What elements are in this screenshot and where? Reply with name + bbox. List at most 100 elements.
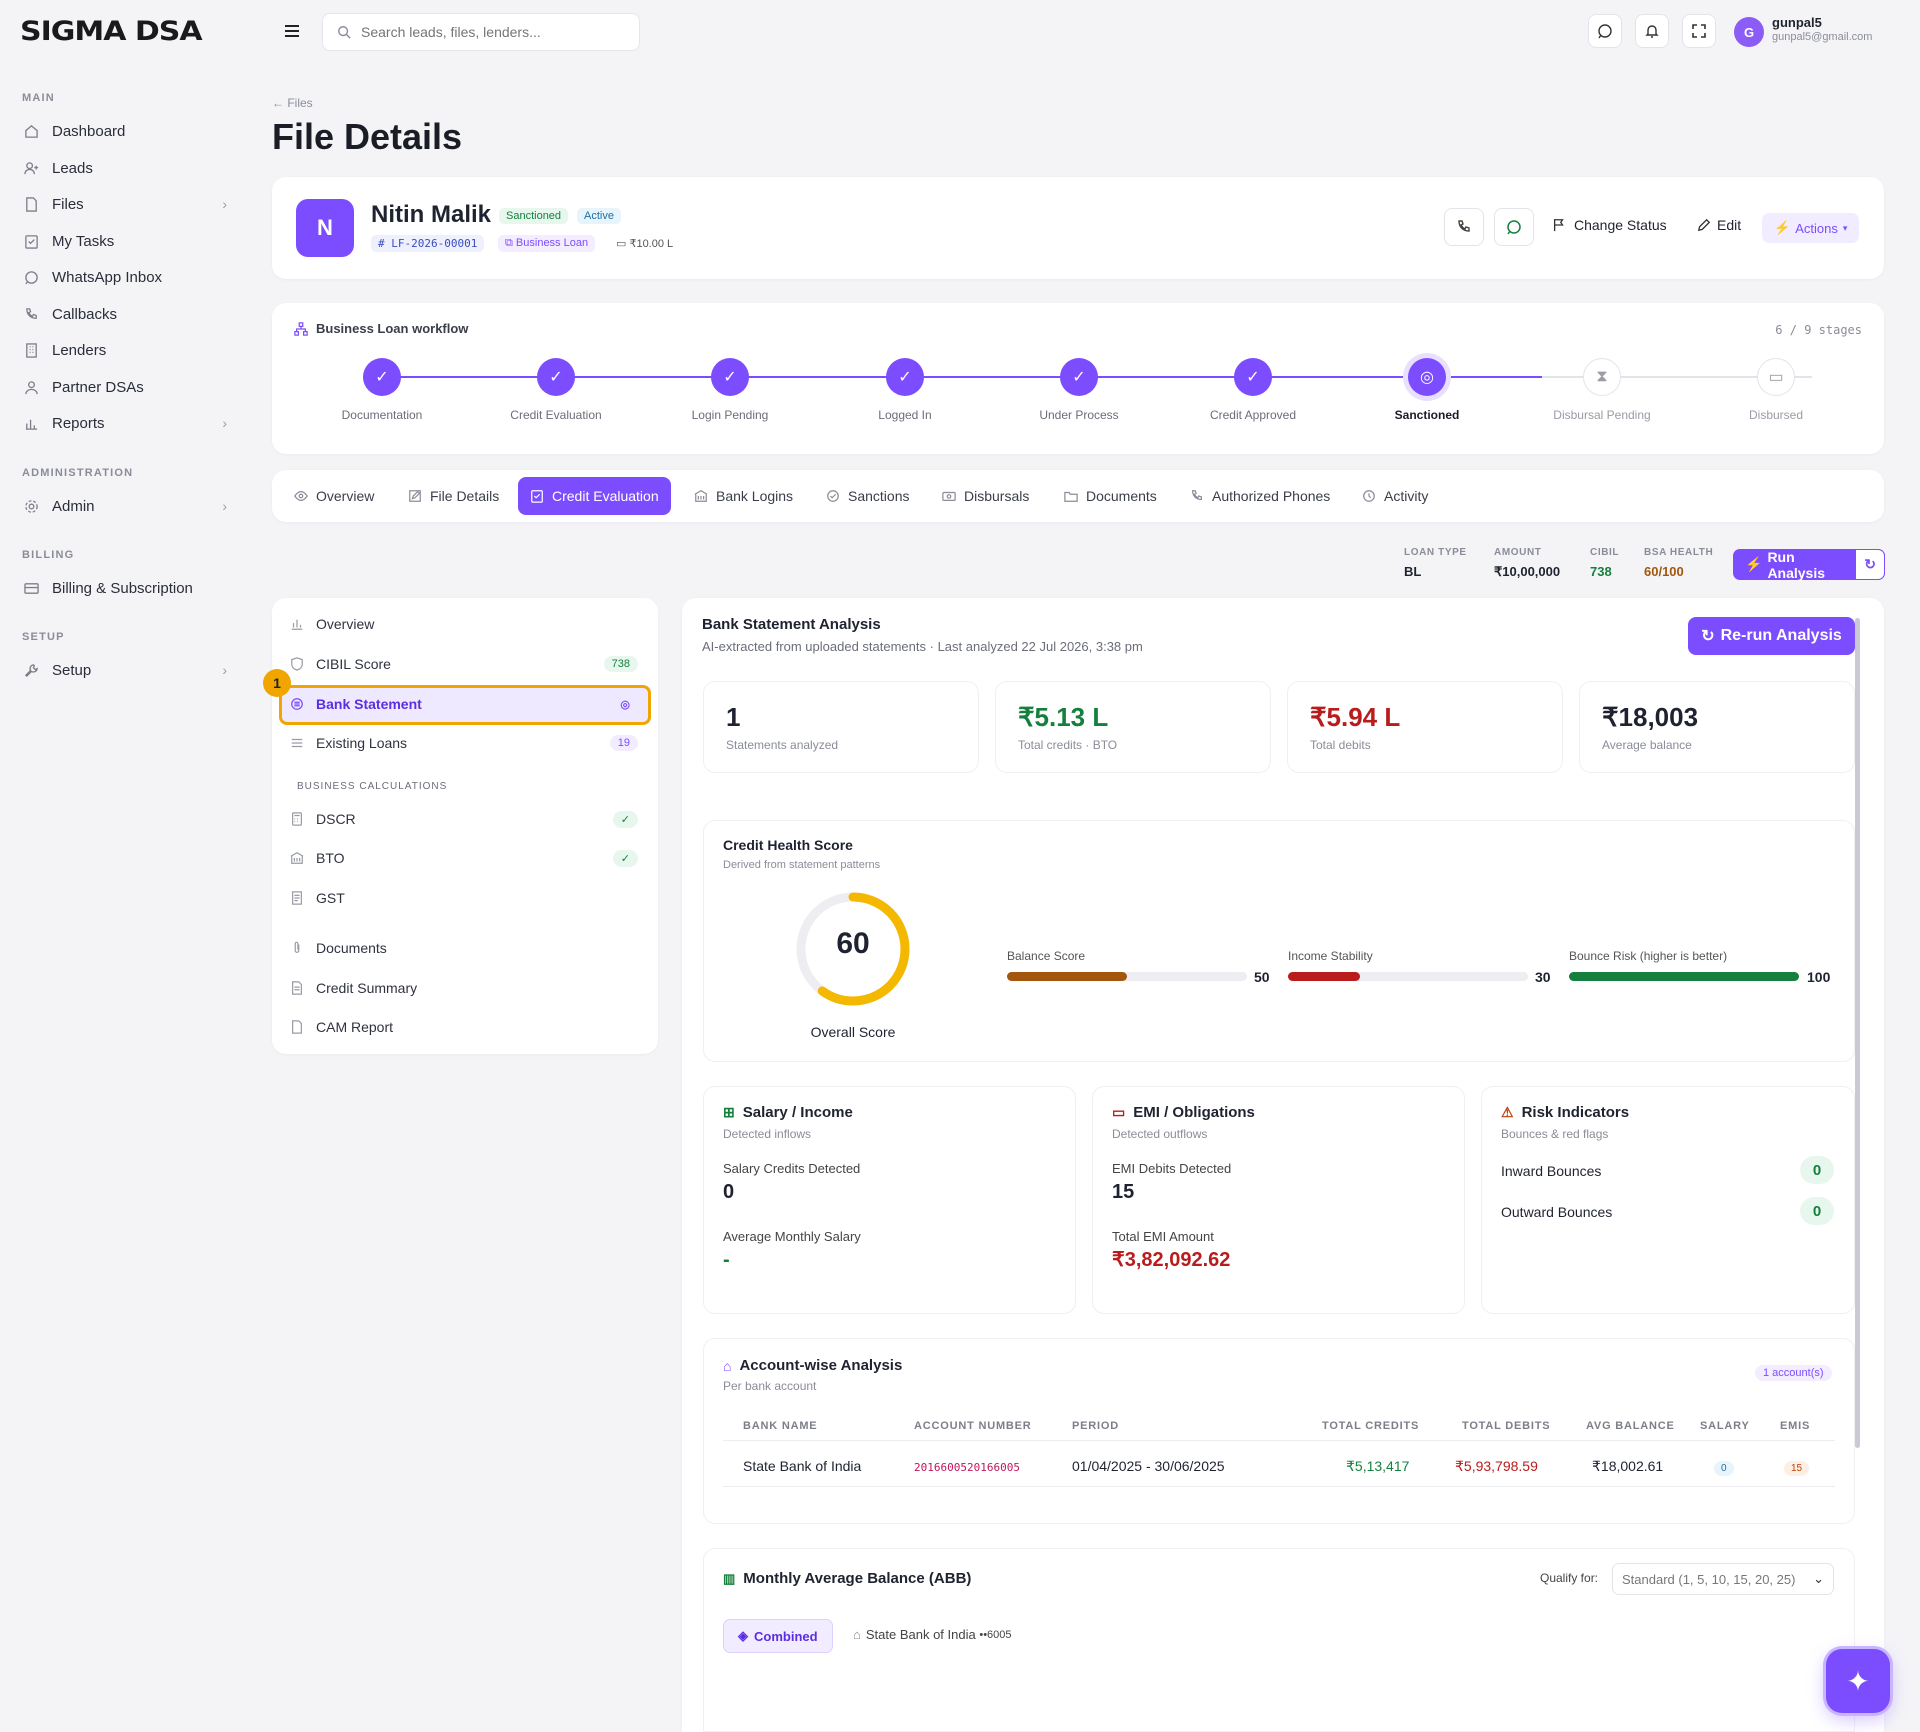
emi-title: ▭ EMI / Obligations bbox=[1112, 1104, 1255, 1121]
col-avg-balance[interactable]: AVG BALANCE bbox=[1586, 1420, 1675, 1432]
credit-nav-card bbox=[272, 598, 658, 1054]
file-text-icon bbox=[290, 981, 306, 995]
abb-tab-combined[interactable]: ◈ Combined bbox=[723, 1619, 833, 1653]
stage-documentation[interactable]: ✓ Documentation bbox=[312, 358, 452, 422]
stage-disbursed[interactable]: ▭ Disbursed bbox=[1706, 358, 1846, 422]
col-total-credits[interactable]: TOTAL CREDITS bbox=[1322, 1420, 1420, 1432]
stage-login-pending[interactable]: ✓ Login Pending bbox=[660, 358, 800, 422]
sidebar-item-lenders[interactable]: Lenders bbox=[22, 335, 227, 365]
search-input[interactable] bbox=[361, 24, 631, 40]
money-icon: ⊞ bbox=[723, 1104, 735, 1120]
brand-logo[interactable]: SIGMA DSA bbox=[20, 15, 203, 48]
notifications-button[interactable] bbox=[1635, 14, 1669, 48]
stage-under-process[interactable]: ✓ Under Process bbox=[1009, 358, 1149, 422]
account-analysis-title: ⌂ Account-wise Analysis bbox=[723, 1357, 903, 1374]
credit-nav-gst[interactable]: GST bbox=[290, 880, 638, 916]
search-box[interactable] bbox=[322, 13, 640, 51]
credit-nav-cibil[interactable]: CIBIL Score 738 bbox=[290, 646, 638, 682]
cibil-label: CIBIL bbox=[1590, 547, 1620, 558]
file-avatar: N bbox=[296, 199, 354, 257]
check-icon: ✓ bbox=[711, 358, 749, 396]
tab-documents[interactable]: Documents bbox=[1052, 478, 1169, 514]
sidebar-item-leads[interactable]: Leads bbox=[22, 153, 227, 183]
tab-sanctions[interactable]: Sanctions bbox=[814, 478, 921, 514]
tab-overview[interactable]: Overview bbox=[282, 478, 386, 514]
credit-nav-dscr[interactable]: DSCR ✓ bbox=[290, 801, 638, 837]
inward-bounces-value: 0 bbox=[1800, 1156, 1834, 1184]
tab-file-details[interactable]: File Details bbox=[396, 478, 511, 514]
rerun-analysis-button[interactable]: ↻ Re-run Analysis bbox=[1688, 617, 1855, 655]
emi-subtitle: Detected outflows bbox=[1112, 1127, 1208, 1141]
ai-assistant-button[interactable]: ✦ bbox=[1826, 1649, 1890, 1713]
abb-tab-bank[interactable]: ⌂ State Bank of India ••6005 bbox=[853, 1627, 1012, 1642]
cibil-value: 738 bbox=[1590, 564, 1612, 579]
stage-sanctioned[interactable]: ◎ Sanctioned bbox=[1357, 358, 1497, 422]
credit-nav-existing-loans[interactable]: Existing Loans 19 bbox=[290, 725, 638, 761]
avatar[interactable]: G bbox=[1734, 17, 1764, 47]
qualify-select[interactable]: Standard (1, 5, 10, 15, 20, 25) ⌄ bbox=[1612, 1563, 1834, 1595]
run-analysis-button[interactable]: ⚡ Run Analysis bbox=[1745, 548, 1826, 581]
credit-nav-documents[interactable]: Documents bbox=[290, 930, 638, 966]
nav-section-main: MAIN bbox=[22, 92, 55, 104]
file-name: Nitin Malik bbox=[371, 201, 492, 228]
sidebar-item-setup[interactable]: Setup › bbox=[22, 655, 227, 685]
cell-total-credits: ₹5,13,417 bbox=[1346, 1458, 1410, 1474]
nav-section-setup: SETUP bbox=[22, 631, 65, 643]
scrollbar[interactable] bbox=[1855, 618, 1860, 1448]
change-status-button[interactable]: Change Status bbox=[1552, 217, 1667, 233]
income-stability-value: 30 bbox=[1535, 969, 1551, 985]
sidebar-item-admin[interactable]: Admin › bbox=[22, 491, 227, 521]
eye-icon bbox=[294, 491, 308, 501]
check-circle-icon: ✓ bbox=[612, 849, 638, 867]
sidebar-item-files[interactable]: Files › bbox=[22, 189, 227, 219]
user-email: gunpal5@gmail.com bbox=[1772, 31, 1873, 43]
col-period[interactable]: PERIOD bbox=[1072, 1420, 1119, 1432]
edit-button[interactable]: Edit bbox=[1697, 217, 1741, 233]
whatsapp-button[interactable] bbox=[1588, 14, 1622, 48]
credit-nav-bank-statement[interactable]: Bank Statement ◎ bbox=[290, 686, 638, 722]
stage-disbursal-pending[interactable]: ⧗ Disbursal Pending bbox=[1532, 358, 1672, 422]
sidebar-item-partner-dsas[interactable]: Partner DSAs bbox=[22, 372, 227, 402]
refresh-icon[interactable]: ↻ bbox=[1855, 549, 1885, 580]
tab-activity[interactable]: Activity bbox=[1350, 478, 1440, 514]
warning-icon: ⚠ bbox=[1501, 1104, 1514, 1120]
sidebar-item-whatsapp-inbox[interactable]: WhatsApp Inbox bbox=[22, 262, 227, 292]
sidebar-item-billing[interactable]: Billing & Subscription bbox=[22, 573, 227, 603]
whatsapp-chat-button[interactable] bbox=[1494, 208, 1534, 246]
actions-dropdown[interactable]: ⚡ Actions ▾ bbox=[1762, 213, 1860, 243]
tab-disbursals[interactable]: Disbursals bbox=[930, 478, 1041, 514]
sidebar-item-dashboard[interactable]: Dashboard bbox=[22, 116, 227, 146]
stat-total-debits: ₹5.94 L Total debits bbox=[1287, 681, 1563, 773]
menu-toggle-button[interactable] bbox=[275, 14, 309, 48]
check-icon: ✓ bbox=[1060, 358, 1098, 396]
cell-period: 01/04/2025 - 30/06/2025 bbox=[1072, 1458, 1225, 1474]
credit-nav-overview[interactable]: Overview bbox=[290, 606, 638, 642]
account-analysis-card bbox=[703, 1338, 1855, 1524]
cell-total-debits: ₹5,93,798.59 bbox=[1455, 1458, 1538, 1474]
col-bank-name[interactable]: BANK NAME bbox=[743, 1420, 818, 1432]
col-salary[interactable]: SALARY bbox=[1700, 1420, 1750, 1432]
tab-authorized-phones[interactable]: Authorized Phones bbox=[1178, 478, 1342, 514]
tab-credit-evaluation[interactable]: Credit Evaluation bbox=[518, 477, 671, 515]
sidebar-item-callbacks[interactable]: Callbacks bbox=[22, 299, 227, 329]
stage-credit-approved[interactable]: ✓ Credit Approved bbox=[1183, 358, 1323, 422]
credit-nav-credit-summary[interactable]: Credit Summary bbox=[290, 970, 638, 1006]
workflow-progress: 6 / 9 stages bbox=[1775, 323, 1862, 337]
tab-bank-logins[interactable]: Bank Logins bbox=[682, 478, 805, 514]
chevron-right-icon: › bbox=[222, 662, 227, 678]
breadcrumb[interactable]: ← Files bbox=[272, 96, 313, 110]
credit-nav-cam-report[interactable]: CAM Report bbox=[290, 1009, 638, 1045]
call-button[interactable] bbox=[1444, 208, 1484, 246]
stage-credit-evaluation[interactable]: ✓ Credit Evaluation bbox=[486, 358, 626, 422]
fullscreen-button[interactable] bbox=[1682, 14, 1716, 48]
sidebar-item-reports[interactable]: Reports › bbox=[22, 408, 227, 438]
chevron-right-icon: › bbox=[222, 196, 227, 212]
home-icon bbox=[22, 122, 40, 140]
stage-logged-in[interactable]: ✓ Logged In bbox=[835, 358, 975, 422]
credit-nav-bto[interactable]: BTO ✓ bbox=[290, 840, 638, 876]
col-emis[interactable]: EMIS bbox=[1780, 1420, 1811, 1432]
col-total-debits[interactable]: TOTAL DEBITS bbox=[1462, 1420, 1551, 1432]
sidebar-item-my-tasks[interactable]: My Tasks bbox=[22, 226, 227, 256]
credit-health-title: Credit Health Score bbox=[723, 837, 853, 853]
col-account-number[interactable]: ACCOUNT NUMBER bbox=[914, 1420, 1032, 1432]
